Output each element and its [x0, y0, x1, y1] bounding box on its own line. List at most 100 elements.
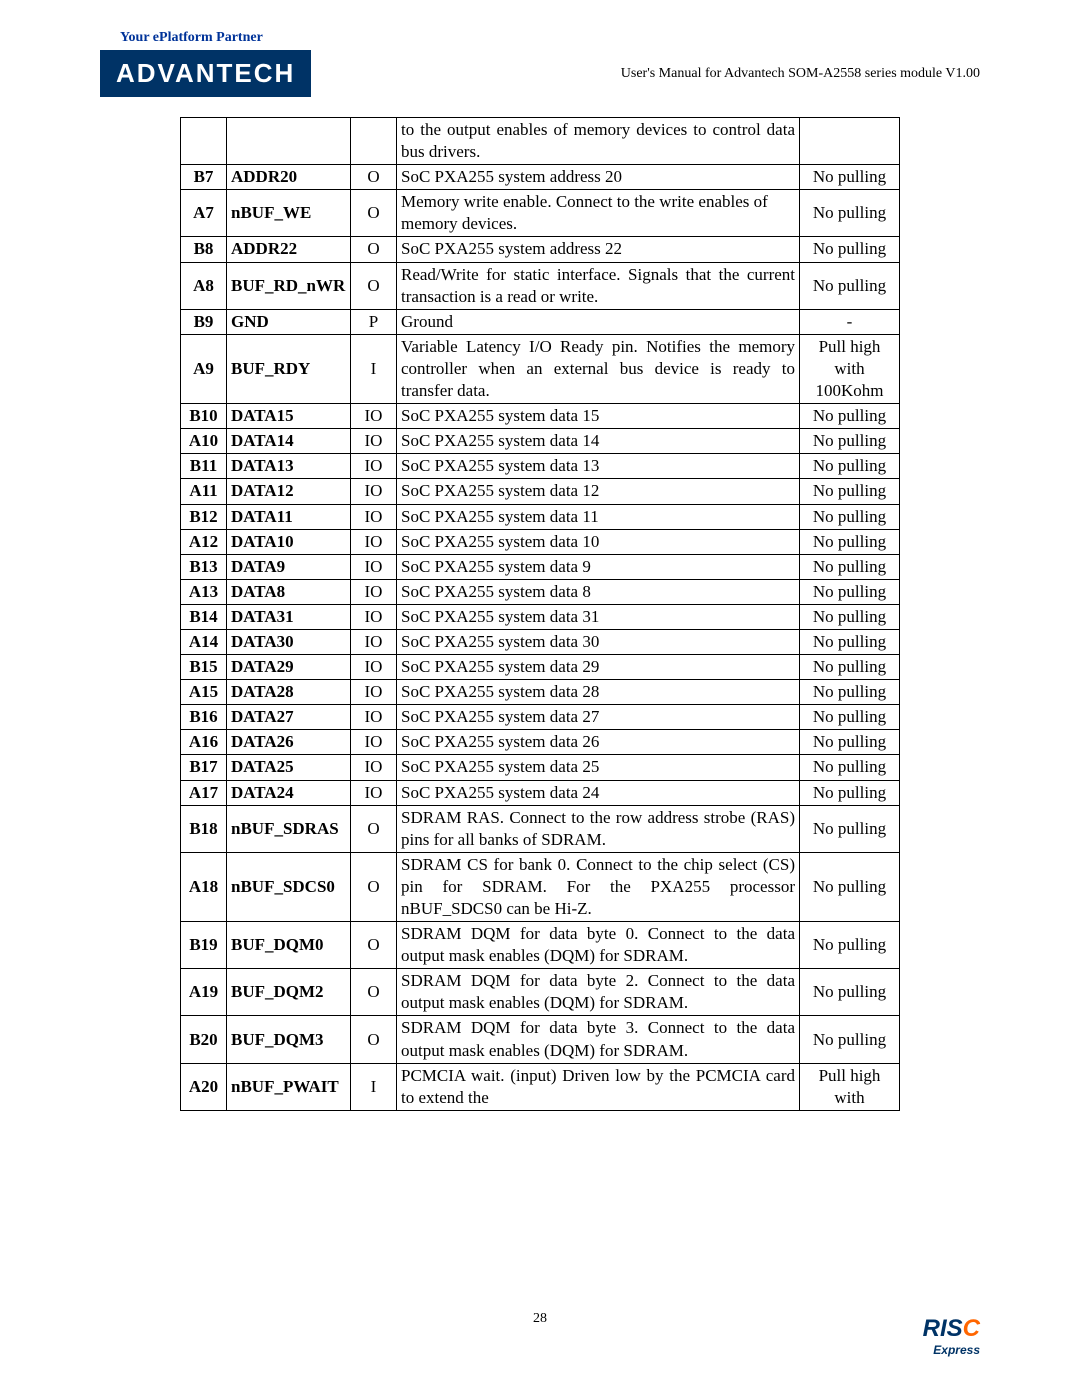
note-cell: No pulling: [800, 629, 900, 654]
pin-cell: [181, 118, 227, 165]
type-cell: IO: [351, 680, 397, 705]
pin-cell: A16: [181, 730, 227, 755]
description-cell: SoC PXA255 system data 14: [397, 429, 800, 454]
page-number: 28: [0, 1311, 1080, 1327]
type-cell: IO: [351, 755, 397, 780]
description-cell: SoC PXA255 system data 15: [397, 404, 800, 429]
signal-cell: BUF_DQM2: [227, 969, 351, 1016]
type-cell: IO: [351, 454, 397, 479]
table-row: A14DATA30IOSoC PXA255 system data 30No p…: [181, 629, 900, 654]
table-row: B12DATA11IOSoC PXA255 system data 11No p…: [181, 504, 900, 529]
pin-cell: A7: [181, 190, 227, 237]
pin-cell: A11: [181, 479, 227, 504]
signal-cell: DATA31: [227, 604, 351, 629]
note-cell: No pulling: [800, 165, 900, 190]
note-cell: No pulling: [800, 429, 900, 454]
table-row: A17DATA24IOSoC PXA255 system data 24No p…: [181, 780, 900, 805]
table-row: B10DATA15IOSoC PXA255 system data 15No p…: [181, 404, 900, 429]
description-cell: Variable Latency I/O Ready pin. Notifies…: [397, 334, 800, 403]
description-cell: SoC PXA255 system data 30: [397, 629, 800, 654]
pinout-table-container: to the output enables of memory devices …: [0, 97, 1080, 1111]
signal-cell: DATA24: [227, 780, 351, 805]
signal-cell: DATA30: [227, 629, 351, 654]
type-cell: I: [351, 1063, 397, 1110]
description-cell: SoC PXA255 system data 8: [397, 579, 800, 604]
description-cell: SDRAM DQM for data byte 0. Connect to th…: [397, 922, 800, 969]
footer-logo-swoosh: C: [963, 1315, 980, 1342]
note-cell: No pulling: [800, 852, 900, 921]
pin-cell: B11: [181, 454, 227, 479]
pin-cell: A18: [181, 852, 227, 921]
table-row: A18nBUF_SDCS0OSDRAM CS for bank 0. Conne…: [181, 852, 900, 921]
type-cell: IO: [351, 404, 397, 429]
description-cell: Memory write enable. Connect to the writ…: [397, 190, 800, 237]
signal-cell: DATA8: [227, 579, 351, 604]
description-cell: SoC PXA255 system data 26: [397, 730, 800, 755]
type-cell: IO: [351, 554, 397, 579]
type-cell: O: [351, 852, 397, 921]
table-row: A7nBUF_WEOMemory write enable. Connect t…: [181, 190, 900, 237]
note-cell: No pulling: [800, 922, 900, 969]
pin-cell: B14: [181, 604, 227, 629]
type-cell: IO: [351, 780, 397, 805]
table-row: B11DATA13IOSoC PXA255 system data 13No p…: [181, 454, 900, 479]
table-row: A10DATA14IOSoC PXA255 system data 14No p…: [181, 429, 900, 454]
note-cell: No pulling: [800, 604, 900, 629]
table-row: to the output enables of memory devices …: [181, 118, 900, 165]
type-cell: I: [351, 334, 397, 403]
signal-cell: DATA14: [227, 429, 351, 454]
pin-cell: A17: [181, 780, 227, 805]
pin-cell: B10: [181, 404, 227, 429]
description-cell: SoC PXA255 system data 31: [397, 604, 800, 629]
risc-express-logo: RISC Express: [923, 1315, 980, 1357]
table-row: A9BUF_RDYIVariable Latency I/O Ready pin…: [181, 334, 900, 403]
table-row: B9GNDPGround-: [181, 309, 900, 334]
pinout-table: to the output enables of memory devices …: [180, 117, 900, 1111]
signal-cell: ADDR20: [227, 165, 351, 190]
description-cell: PCMCIA wait. (input) Driven low by the P…: [397, 1063, 800, 1110]
description-cell: SoC PXA255 system data 11: [397, 504, 800, 529]
footer-logo-main: RIS: [923, 1315, 963, 1342]
description-cell: to the output enables of memory devices …: [397, 118, 800, 165]
pin-cell: B15: [181, 655, 227, 680]
signal-cell: DATA26: [227, 730, 351, 755]
table-row: B8ADDR22OSoC PXA255 system address 22No …: [181, 237, 900, 262]
table-row: B20BUF_DQM3OSDRAM DQM for data byte 3. C…: [181, 1016, 900, 1063]
description-cell: SDRAM DQM for data byte 2. Connect to th…: [397, 969, 800, 1016]
table-row: B19BUF_DQM0OSDRAM DQM for data byte 0. C…: [181, 922, 900, 969]
type-cell: O: [351, 922, 397, 969]
pin-cell: A9: [181, 334, 227, 403]
description-cell: SDRAM CS for bank 0. Connect to the chip…: [397, 852, 800, 921]
note-cell: No pulling: [800, 705, 900, 730]
logo-row: ADVANTECH User's Manual for Advantech SO…: [100, 50, 980, 97]
pin-cell: B16: [181, 705, 227, 730]
pin-cell: A20: [181, 1063, 227, 1110]
type-cell: O: [351, 969, 397, 1016]
description-cell: SoC PXA255 system data 25: [397, 755, 800, 780]
pin-cell: A14: [181, 629, 227, 654]
pin-cell: B20: [181, 1016, 227, 1063]
note-cell: No pulling: [800, 237, 900, 262]
pin-cell: A15: [181, 680, 227, 705]
type-cell: [351, 118, 397, 165]
table-row: A12DATA10IOSoC PXA255 system data 10No p…: [181, 529, 900, 554]
pin-cell: A12: [181, 529, 227, 554]
description-cell: SoC PXA255 system data 13: [397, 454, 800, 479]
description-cell: SoC PXA255 system data 24: [397, 780, 800, 805]
note-cell: No pulling: [800, 680, 900, 705]
description-cell: SoC PXA255 system data 10: [397, 529, 800, 554]
note-cell: No pulling: [800, 655, 900, 680]
signal-cell: BUF_DQM0: [227, 922, 351, 969]
description-cell: SoC PXA255 system address 20: [397, 165, 800, 190]
signal-cell: GND: [227, 309, 351, 334]
pin-cell: A8: [181, 262, 227, 309]
type-cell: IO: [351, 705, 397, 730]
description-cell: SoC PXA255 system data 29: [397, 655, 800, 680]
pin-cell: B9: [181, 309, 227, 334]
type-cell: O: [351, 237, 397, 262]
type-cell: IO: [351, 655, 397, 680]
type-cell: IO: [351, 629, 397, 654]
type-cell: IO: [351, 730, 397, 755]
type-cell: O: [351, 1016, 397, 1063]
pin-cell: B19: [181, 922, 227, 969]
